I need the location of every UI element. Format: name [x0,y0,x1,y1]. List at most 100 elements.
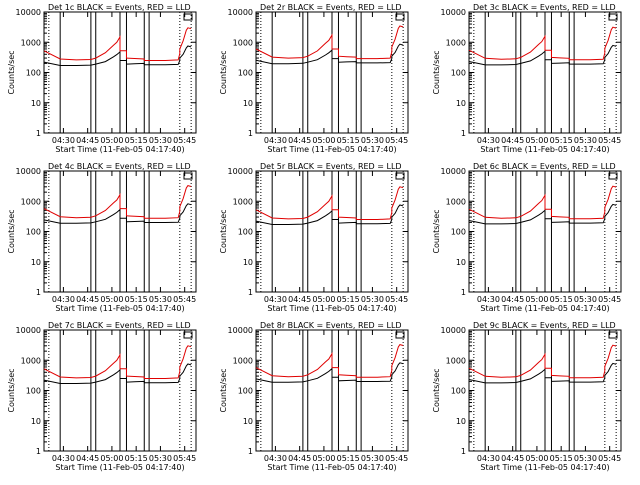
y-tick-label: 100 [238,69,253,78]
series-lld-line [43,345,192,379]
series-lld-line [255,25,404,60]
x-tick-label: 05:30 [361,136,384,145]
x-tick-label: 05:15 [337,136,360,145]
x-tick-label: 05:00 [312,136,335,145]
x-tick-label: 05:30 [149,295,172,304]
y-tick-label: 10000 [228,326,253,335]
y-tick-label: 10000 [228,8,253,17]
x-tick-label: 04:45 [288,454,311,463]
x-tick-label: 05:00 [100,454,123,463]
x-tick-label: 05:45 [173,295,196,304]
x-axis-title: Start Time (11-Feb-05 04:17:40) [267,304,396,313]
x-tick-label: 05:15 [125,295,148,304]
x-axis-title: Start Time (11-Feb-05 04:17:40) [55,463,184,472]
x-axis-title: Start Time (11-Feb-05 04:17:40) [55,304,184,313]
series-lld-line [255,186,404,220]
x-tick-label: 05:45 [598,136,621,145]
x-tick-label: 05:00 [525,454,548,463]
y-tick-label: 10 [243,258,253,267]
y-tick-label: 10000 [16,8,41,17]
y-tick-label: 1 [461,447,466,456]
y-tick-label: 10000 [441,326,466,335]
y-tick-label: 10 [31,99,41,108]
y-tick-label: 1000 [233,356,253,365]
x-tick-label: 05:15 [125,136,148,145]
panel-title: Det 9c BLACK = Events, RED = LLD [473,321,616,330]
panel-title: Det 7c BLACK = Events, RED = LLD [48,321,191,330]
x-tick-label: 05:15 [337,454,360,463]
legend-box [395,172,405,180]
x-tick-label: 04:30 [264,295,287,304]
x-tick-label: 05:15 [550,295,573,304]
panel-title: Det 3c BLACK = Events, RED = LLD [473,3,616,12]
y-tick-label: 100 [26,228,41,237]
x-axis-title: Start Time (11-Feb-05 04:17:40) [480,304,609,313]
x-tick-label: 05:00 [100,136,123,145]
panel-det-2: Det 2r BLACK = Events, RED = LLD 1 10 100 10… [219,3,409,154]
series-lld-line [468,185,617,220]
y-tick-label: 1 [36,129,41,138]
x-tick-label: 04:45 [288,295,311,304]
x-tick-label: 05:00 [100,295,123,304]
x-tick-label: 05:00 [525,295,548,304]
x-tick-label: 05:45 [598,295,621,304]
panel-det-9: Det 9c BLACK = Events, RED = LLD 1 10 100 10… [432,321,622,472]
y-tick-label: 10 [31,258,41,267]
x-tick-label: 05:45 [385,295,408,304]
series-events-line [468,203,617,225]
y-tick-label: 100 [451,387,466,396]
legend-box [608,172,618,180]
legend-box [608,13,618,21]
x-tick-label: 05:00 [312,295,335,304]
x-tick-label: 05:00 [312,454,335,463]
x-tick-label: 04:45 [76,454,99,463]
x-tick-label: 05:30 [149,454,172,463]
x-tick-label: 05:45 [173,454,196,463]
x-tick-label: 05:00 [525,136,548,145]
legend-box [395,13,405,21]
y-tick-label: 10000 [16,167,41,176]
y-tick-label: 10 [31,417,41,426]
y-axis-title: Counts/sec [7,368,16,412]
y-tick-label: 1 [36,447,41,456]
y-axis-title: Counts/sec [219,50,228,94]
x-tick-label: 05:30 [574,295,597,304]
x-axis-title: Start Time (11-Feb-05 04:17:40) [480,145,609,154]
y-tick-label: 1 [248,129,253,138]
x-tick-label: 04:30 [477,454,500,463]
y-tick-label: 100 [26,387,41,396]
legend-box [395,331,405,339]
panel-title: Det 8r BLACK = Events, RED = LLD [260,321,402,330]
y-axis-title: Counts/sec [7,209,16,253]
x-tick-label: 04:45 [288,136,311,145]
x-tick-label: 05:45 [173,136,196,145]
x-tick-label: 05:30 [361,295,384,304]
series-events-line [255,362,404,383]
y-tick-label: 1000 [446,197,466,206]
series-events-line [43,363,192,384]
y-tick-label: 1 [36,288,41,297]
y-tick-label: 100 [451,228,466,237]
y-tick-label: 1 [461,288,466,297]
panel-det-6: Det 6c BLACK = Events, RED = LLD 1 10 100 10… [432,162,622,313]
x-tick-label: 05:15 [337,295,360,304]
x-tick-label: 05:30 [574,136,597,145]
x-tick-label: 04:30 [52,295,75,304]
y-axis-title: Counts/sec [432,209,441,253]
series-events-line [255,204,404,225]
x-axis-title: Start Time (11-Feb-05 04:17:40) [267,145,396,154]
y-tick-label: 100 [451,69,466,78]
x-tick-label: 04:30 [52,136,75,145]
series-events-line [468,362,617,384]
y-tick-label: 10000 [441,8,466,17]
x-tick-label: 05:30 [149,136,172,145]
panel-det-7: Det 7c BLACK = Events, RED = LLD 1 10 100 10… [7,321,197,472]
y-tick-label: 1 [461,129,466,138]
x-tick-label: 04:30 [264,136,287,145]
series-events-line [43,203,192,224]
x-tick-label: 05:45 [598,454,621,463]
y-tick-label: 1000 [446,356,466,365]
series-events-line [255,43,404,65]
x-tick-label: 05:45 [385,454,408,463]
